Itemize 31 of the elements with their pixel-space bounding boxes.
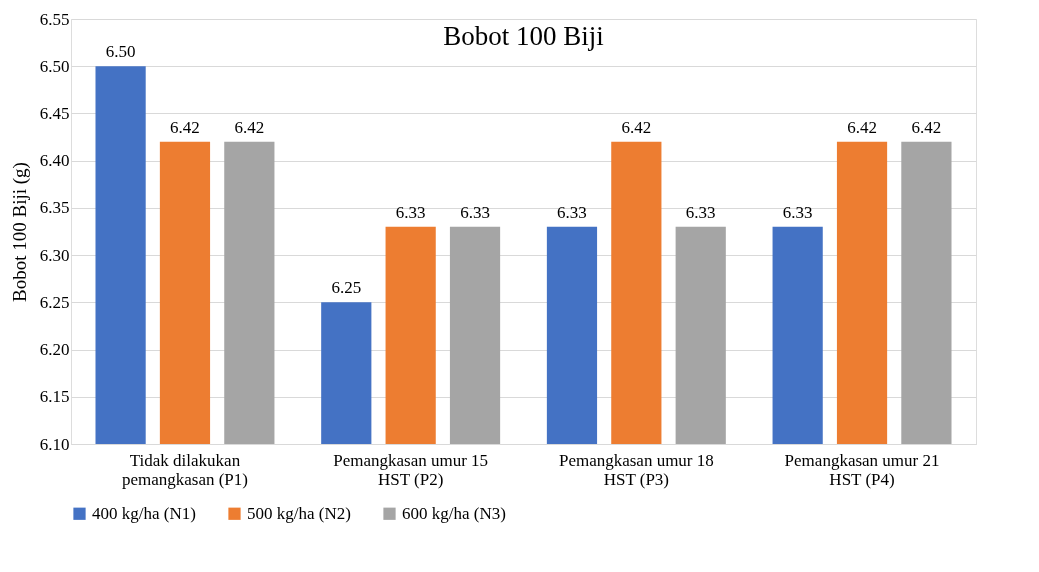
data-label: 6.25 — [331, 278, 362, 298]
x-tick-label: Pemangkasan umur 18 HST (P3) — [558, 450, 714, 489]
y-tick-label: 6.30 — [39, 245, 70, 265]
x-tick-label: Pemangkasan umur 21 HST (P4) — [784, 450, 940, 489]
y-tick-label: 6.55 — [39, 9, 70, 29]
data-label: 6.33 — [395, 202, 426, 222]
y-tick-label: 6.45 — [39, 103, 70, 123]
y-tick-label: 6.20 — [39, 340, 70, 360]
data-label: 6.50 — [105, 42, 136, 62]
y-tick-label: 6.40 — [39, 151, 70, 171]
legend-label: 600 kg/ha (N3) — [402, 503, 506, 523]
y-axis-title: Bobot 100 Biji (g) — [8, 162, 31, 302]
y-tick-label: 6.10 — [39, 434, 70, 454]
data-label: 6.42 — [170, 117, 200, 137]
y-tick-label: 6.15 — [39, 387, 70, 407]
legend-label: 400 kg/ha (N1) — [92, 503, 196, 523]
y-tick-label: 6.25 — [39, 292, 70, 312]
data-label: 6.33 — [685, 202, 716, 222]
data-label: 6.42 — [621, 117, 652, 137]
data-label: 6.42 — [911, 117, 942, 137]
chart-title: Bobot 100 Biji — [443, 21, 604, 51]
data-label: 6.33 — [782, 202, 813, 222]
data-label: 6.33 — [557, 202, 587, 222]
data-label: 6.42 — [847, 117, 877, 137]
x-tick-label: Pemangkasan umur 15 HST (P2) — [333, 450, 489, 489]
data-label: 6.42 — [234, 117, 265, 137]
y-tick-label: 6.35 — [39, 198, 70, 218]
legend-label: 500 kg/ha (N2) — [247, 503, 351, 523]
x-tick-label: Tidak dilakukan pemangkasan (P1) — [121, 450, 248, 489]
y-tick-label: 6.50 — [39, 56, 70, 76]
data-label: 6.33 — [460, 202, 490, 222]
